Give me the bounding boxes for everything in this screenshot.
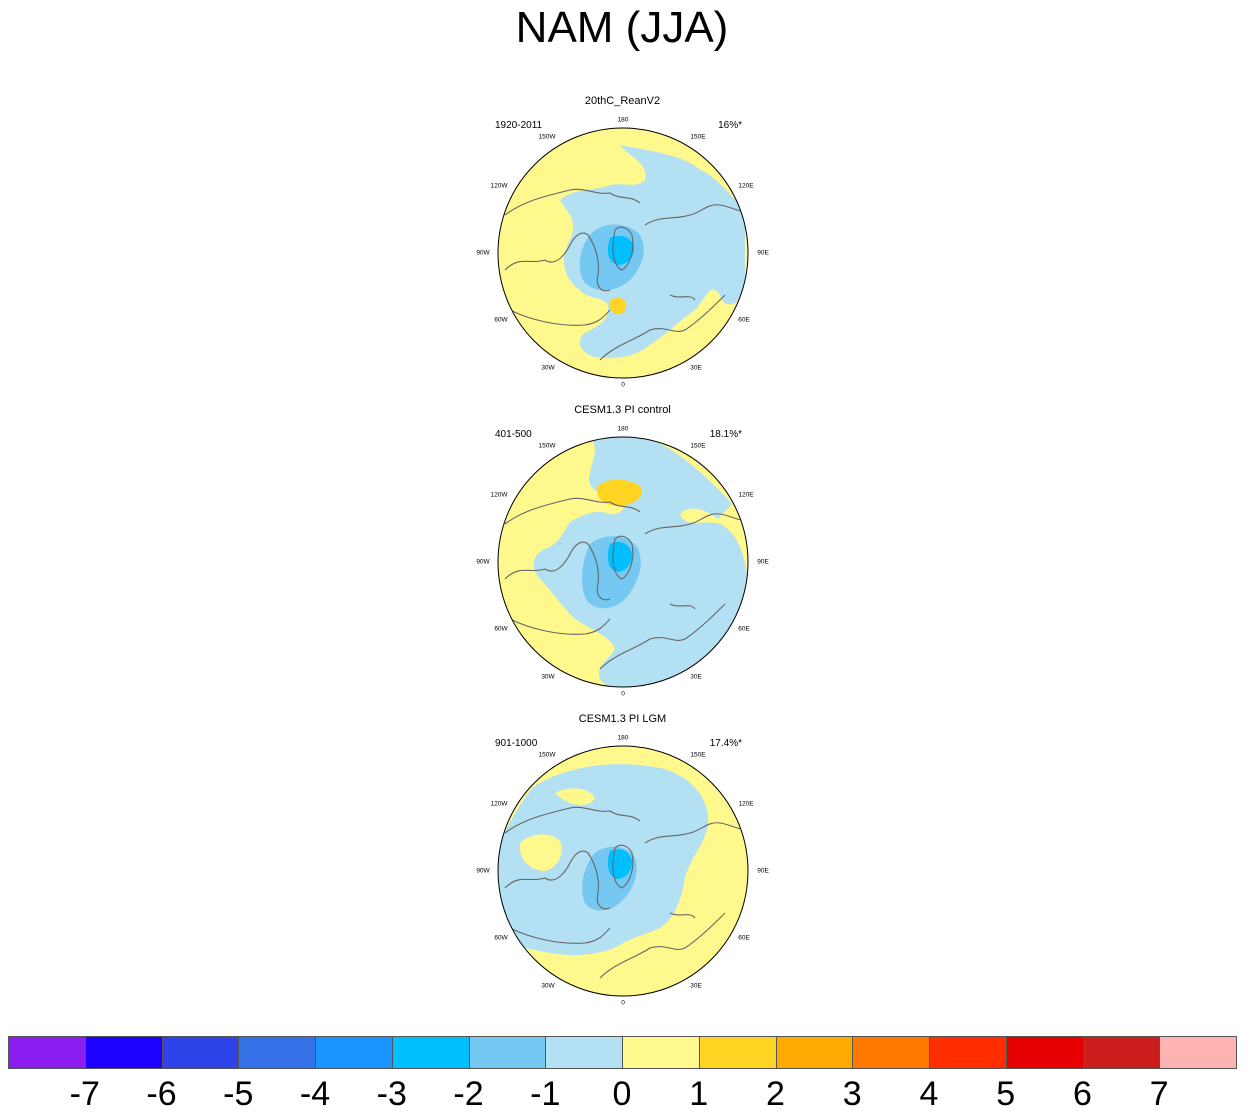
colorbar-box: [698, 1036, 777, 1069]
coastlines: [504, 188, 746, 361]
colorbar-tick-label: 2: [766, 1075, 785, 1113]
coastlines: [504, 806, 746, 979]
lon-label-150w: 150W: [538, 751, 556, 759]
lon-label-30w: 30W: [541, 673, 555, 681]
lon-label-120w: 120W: [490, 182, 508, 190]
lon-label-60e: 60E: [738, 934, 750, 942]
lon-label-30e: 30E: [690, 364, 702, 372]
lon-label-120w: 120W: [490, 491, 508, 499]
lon-label-90e: 90E: [757, 558, 769, 566]
lon-label-90w: 90W: [476, 558, 490, 566]
colorbar-box: [929, 1036, 1007, 1069]
colorbar-box: [1082, 1036, 1161, 1069]
colorbar-box: [84, 1036, 163, 1069]
polar-map: [497, 745, 749, 997]
panel-title: 20thC_ReanV2: [584, 95, 661, 107]
lon-label-30w: 30W: [541, 982, 555, 990]
colorbar-tick-label: -7: [69, 1075, 100, 1113]
negative-region: [560, 145, 745, 359]
lon-label-120w: 120W: [490, 800, 508, 808]
map-boundary: [497, 436, 749, 688]
figure-title: NAM (JJA): [515, 3, 729, 52]
lon-label-90e: 90E: [757, 249, 769, 257]
colorbar-box: [391, 1036, 470, 1069]
period-label: 1920-2011: [495, 120, 543, 131]
negative-region: [533, 437, 748, 687]
lon-label-60w: 60W: [494, 316, 508, 324]
lon-label-60w: 60W: [494, 934, 508, 942]
lon-label-0: 0: [621, 381, 625, 389]
lon-label-60e: 60E: [738, 625, 750, 633]
colorbar-box: [8, 1036, 86, 1069]
colorbar-tick-label: -6: [146, 1075, 177, 1113]
lon-label-150w: 150W: [538, 442, 556, 450]
colorbar-tick-label: 1: [689, 1075, 709, 1113]
period-label: 401-500: [495, 429, 532, 440]
positive-inner-region: [519, 834, 562, 871]
period-label: 901-1000: [495, 738, 538, 749]
panel-title: CESM1.3 PI LGM: [578, 713, 667, 725]
colorbar-box: [775, 1036, 854, 1069]
lon-label-90w: 90W: [476, 249, 490, 257]
map-boundary: [497, 745, 749, 997]
lon-label-90w: 90W: [476, 867, 490, 875]
lon-label-150e: 150E: [690, 133, 706, 141]
lon-label-150e: 150E: [690, 751, 706, 759]
lon-label-120e: 120E: [738, 491, 754, 499]
colorbar-tick-label: 6: [1073, 1075, 1092, 1113]
colorbar-box: [545, 1036, 623, 1069]
lon-label-0: 0: [621, 690, 625, 698]
coastlines: [504, 497, 746, 670]
positive-inner-region-2: [555, 788, 595, 805]
colorbar-tick-label: 4: [919, 1075, 939, 1113]
lon-label-60w: 60W: [494, 625, 508, 633]
colorbar-tick-label: 7: [1149, 1075, 1169, 1113]
colorbar-box: [1159, 1036, 1237, 1069]
lon-label-120e: 120E: [738, 182, 754, 190]
lon-label-120e: 120E: [738, 800, 754, 808]
colorbar-tick-label: -5: [223, 1075, 254, 1113]
colorbar-box: [315, 1036, 393, 1069]
panel-cesm-pi-control: CESM1.3 PI control 401-500 18.1%* 180 15…: [470, 404, 775, 698]
lon-label-0: 0: [621, 999, 625, 1007]
lon-label-150e: 150E: [690, 442, 706, 450]
map-boundary: [497, 127, 749, 379]
colorbar-box: [622, 1036, 700, 1069]
positive-strong-region: [597, 479, 642, 506]
positive-strong-region: [610, 298, 627, 315]
colorbar-tick-label: 0: [612, 1075, 632, 1113]
lon-label-90e: 90E: [757, 867, 769, 875]
colorbar-tick-label: -2: [453, 1075, 484, 1113]
colorbar: [8, 1036, 1237, 1069]
colorbar-tick-label: 5: [996, 1075, 1016, 1113]
polar-map: [497, 436, 749, 688]
polar-map: [497, 127, 749, 379]
colorbar-box: [238, 1036, 316, 1069]
variance-label: 16%*: [718, 120, 742, 131]
colorbar-tick-label: -1: [530, 1075, 561, 1113]
variance-label: 18.1%*: [709, 429, 742, 440]
lon-label-180: 180: [617, 425, 629, 433]
panel-cesm-pi-lgm: CESM1.3 PI LGM 901-1000 17.4%* 180 150W …: [470, 713, 775, 1007]
colorbar-tick-label: 3: [842, 1075, 862, 1113]
colorbar-box: [468, 1036, 547, 1069]
lon-label-60e: 60E: [738, 316, 750, 324]
lon-label-180: 180: [617, 734, 629, 742]
colorbar-box: [852, 1036, 930, 1069]
colorbar-tick-label: -3: [376, 1075, 407, 1113]
variance-label: 17.4%*: [709, 738, 742, 749]
lon-label-150w: 150W: [538, 133, 556, 141]
lon-label-30e: 30E: [690, 982, 702, 990]
colorbar-box: [161, 1036, 240, 1069]
panel-title: CESM1.3 PI control: [574, 404, 671, 416]
panel-20thc-reanv2: 20thC_ReanV2 1920-2011 16%* 180 150W 150…: [470, 95, 775, 389]
lon-label-30e: 30E: [690, 673, 702, 681]
colorbar-tick-label: -4: [299, 1075, 331, 1113]
lon-label-180: 180: [617, 116, 629, 124]
lon-label-30w: 30W: [541, 364, 555, 372]
colorbar-box: [1005, 1036, 1084, 1069]
